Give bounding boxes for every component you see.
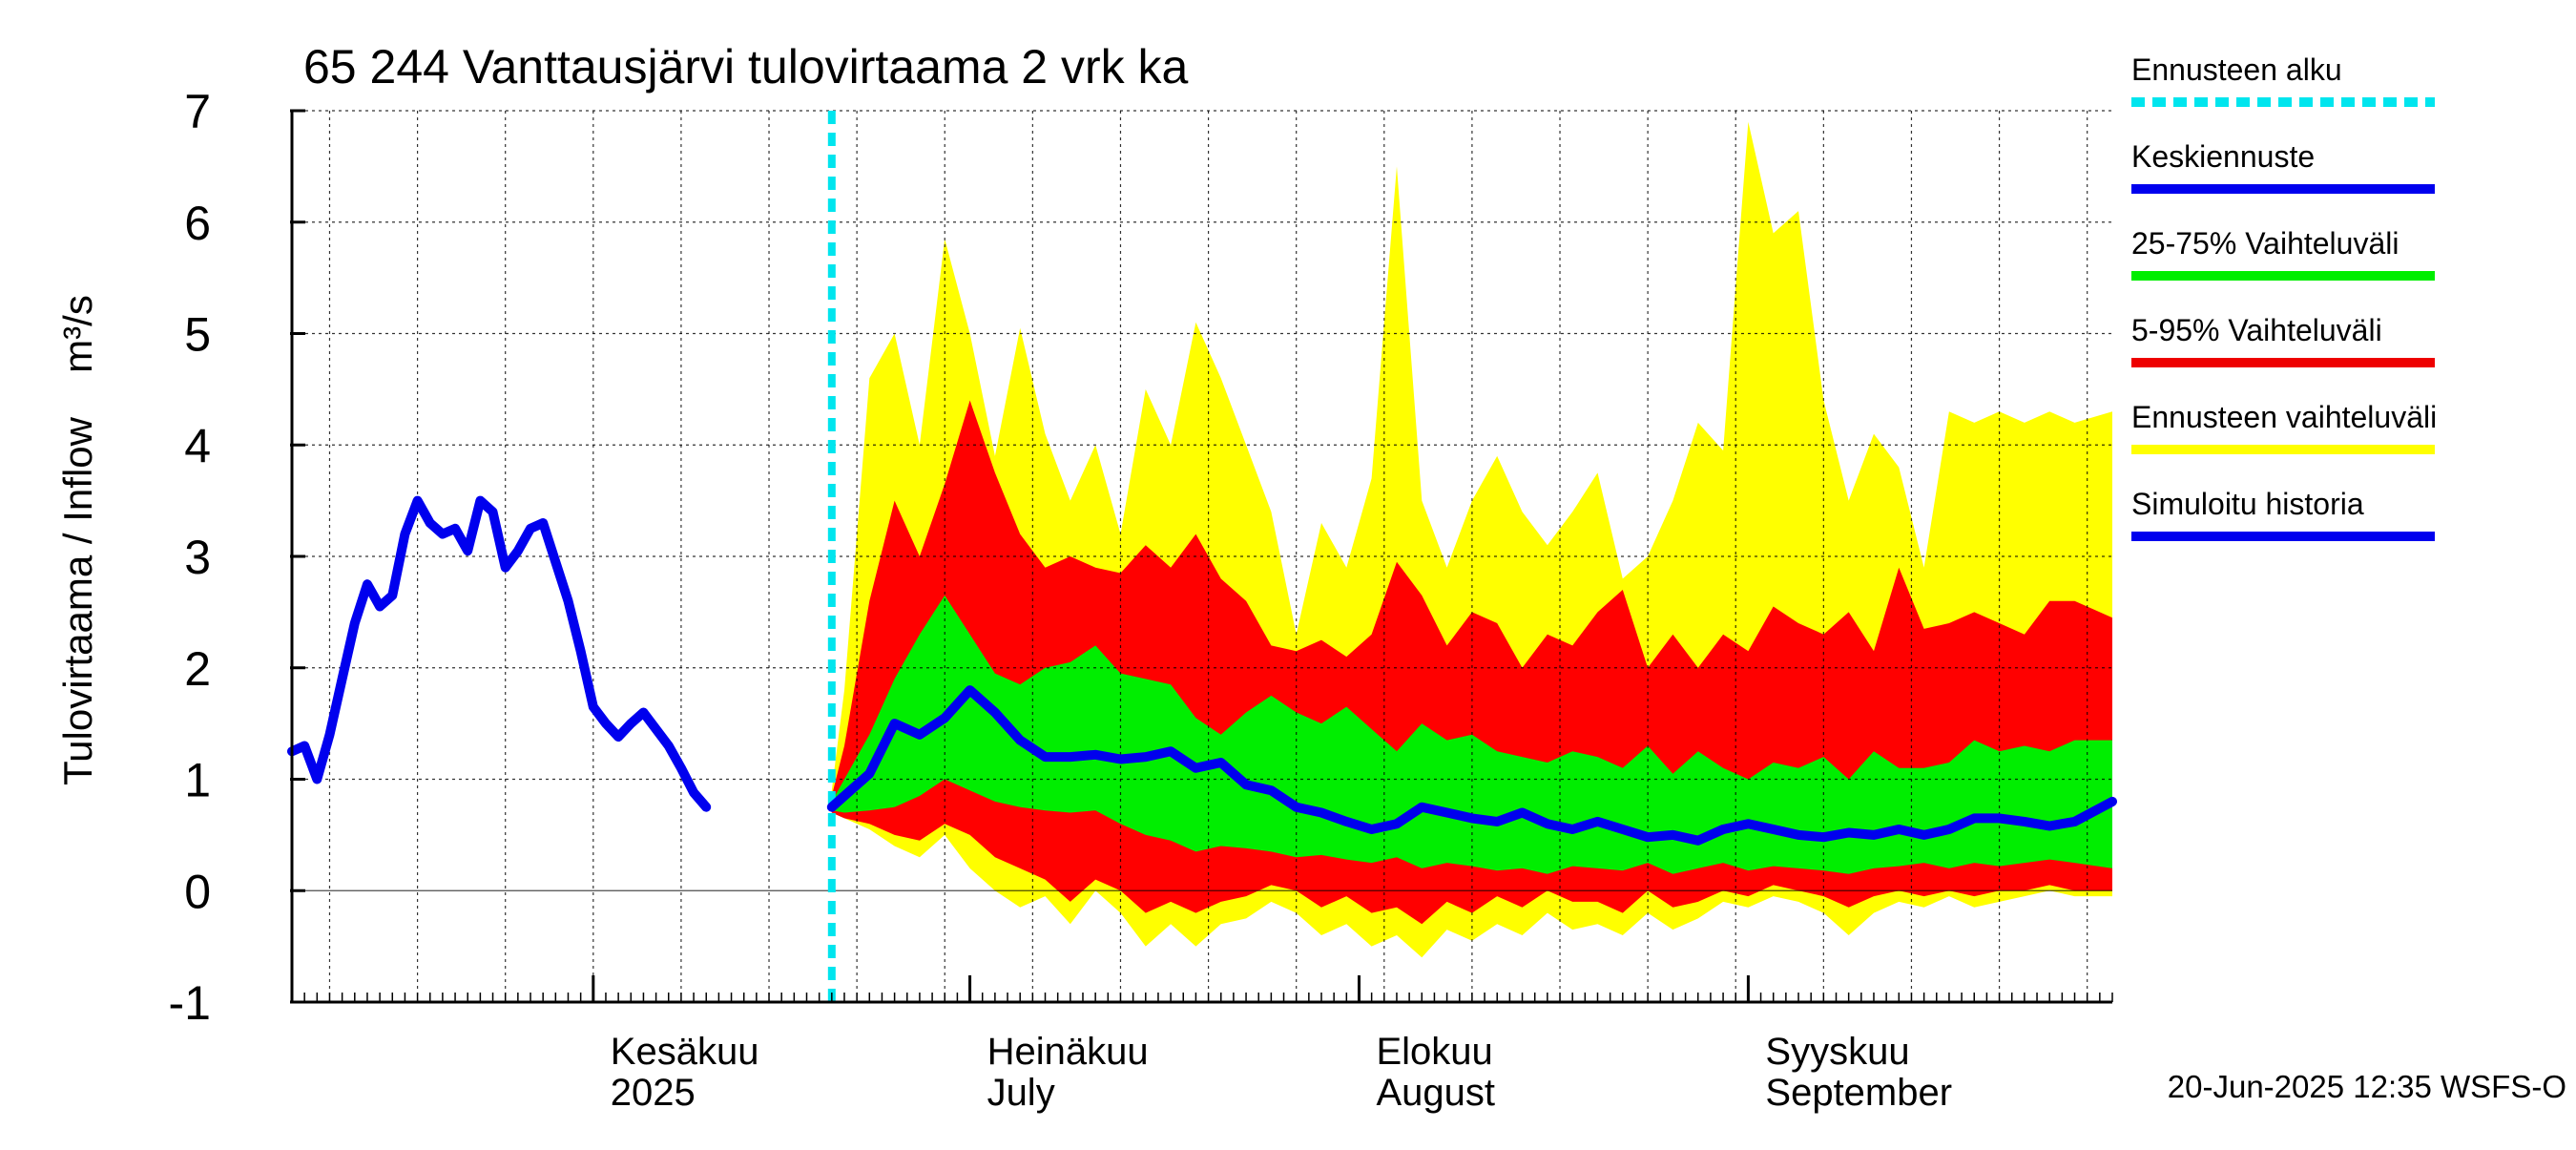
- x-month-label: Kesäkuu: [611, 1031, 759, 1073]
- y-tick-label: 5: [184, 308, 211, 362]
- x-month-sublabel: July: [987, 1072, 1055, 1114]
- y-tick-label: 6: [184, 197, 211, 250]
- grid-lines: [292, 110, 2112, 1003]
- median-forecast-line: [826, 685, 2117, 846]
- y-tick-label: 1: [184, 754, 211, 807]
- simulated-history-line: [287, 495, 712, 812]
- y-tick-label: -1: [169, 976, 211, 1030]
- x-month-sublabel: September: [1765, 1072, 1952, 1114]
- chart-title: 65 244 Vanttausjärvi tulovirtaama 2 vrk …: [303, 40, 1189, 94]
- y-tick-label: 7: [184, 85, 211, 138]
- footer-timestamp: 20-Jun-2025 12:35 WSFS-O: [2168, 1069, 2566, 1104]
- y-axis-label: Tulovirtaama / Inflow: [55, 416, 100, 785]
- y-tick-label: 4: [184, 419, 211, 472]
- legend-label: 5-95% Vaihteluväli: [2131, 313, 2382, 347]
- x-month-label: Syyskuu: [1765, 1031, 1909, 1073]
- y-tick-label: 3: [184, 531, 211, 584]
- y-axis-unit: m³/s: [55, 295, 100, 373]
- x-month-label: Elokuu: [1376, 1031, 1492, 1073]
- x-month-label: Heinäkuu: [987, 1031, 1149, 1073]
- legend-label: Simuloitu historia: [2131, 487, 2364, 521]
- y-tick-label: 2: [184, 642, 211, 696]
- legend-label: Keskiennuste: [2131, 139, 2315, 174]
- legend-label: Ennusteen alku: [2131, 52, 2342, 87]
- legend-label: 25-75% Vaihteluväli: [2131, 226, 2399, 261]
- x-month-sublabel: 2025: [611, 1072, 696, 1114]
- y-tick-label: 0: [184, 865, 211, 918]
- legend: Ennusteen alku Keskiennuste 25-75% Vaihtel…: [2131, 52, 2437, 541]
- legend-label: Ennusteen vaihteluväli: [2131, 400, 2437, 434]
- x-month-sublabel: August: [1376, 1072, 1495, 1114]
- series-lines: [287, 111, 2117, 1002]
